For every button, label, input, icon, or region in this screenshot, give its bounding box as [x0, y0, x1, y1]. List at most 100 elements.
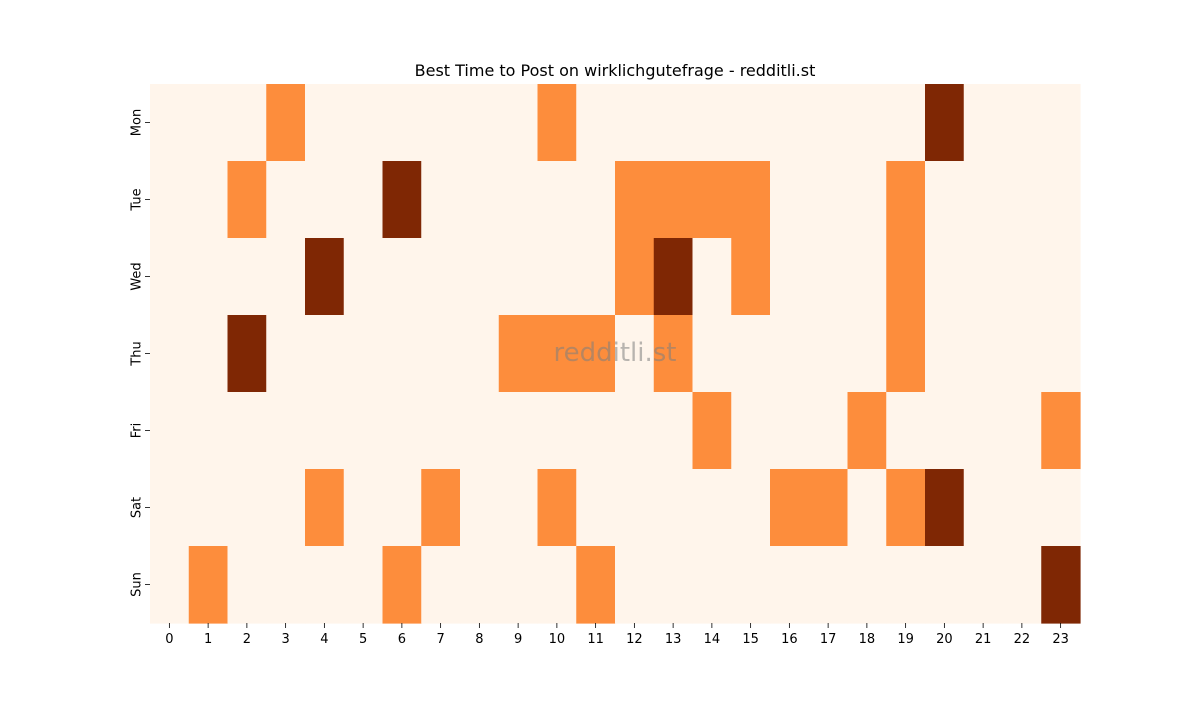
heatmap-cell-sun-1: [188, 546, 229, 624]
x-tick-label: 0: [165, 632, 173, 647]
heatmap-cell-fri-10: [537, 392, 577, 470]
heatmap-cell-mon-19: [886, 84, 926, 162]
heatmap-cell-mon-23: [1041, 84, 1081, 162]
heatmap-cell-fri-12: [615, 392, 655, 470]
heatmap-cell-mon-21: [963, 84, 1004, 162]
heatmap-cell-wed-3: [266, 238, 306, 316]
heatmap-cell-wed-20: [925, 238, 965, 316]
heatmap-cell-sun-0: [150, 546, 190, 624]
heatmap-cell-sat-17: [808, 469, 849, 547]
heatmap-cell-tue-20: [925, 161, 965, 239]
heatmap-cell-mon-2: [227, 84, 267, 162]
x-tick-label: 2: [243, 632, 251, 647]
heatmap-cell-fri-8: [460, 392, 500, 470]
heatmap-cell-mon-1: [188, 84, 229, 162]
heatmap-cell-fri-2: [227, 392, 267, 470]
heatmap-cell-thu-19: [886, 315, 926, 393]
heatmap-cell-wed-17: [808, 238, 849, 316]
heatmap-cell-sat-7: [421, 469, 461, 547]
heatmap-cell-sat-12: [615, 469, 655, 547]
heatmap-cell-wed-1: [188, 238, 229, 316]
heatmap-cell-sat-10: [537, 469, 577, 547]
heatmap-cell-sat-4: [305, 469, 345, 547]
y-tick-label: Thu: [130, 341, 145, 366]
heatmap-cell-wed-22: [1002, 238, 1042, 316]
heatmap-cell-mon-6: [382, 84, 422, 162]
heatmap-cell-mon-11: [576, 84, 616, 162]
heatmap-cell-sun-18: [847, 546, 887, 624]
heatmap-cell-sun-15: [731, 546, 771, 624]
heatmap-cell-sun-10: [537, 546, 577, 624]
heatmap-cell-sat-20: [925, 469, 965, 547]
heatmap-cell-thu-8: [460, 315, 500, 393]
heatmap-cell-fri-20: [925, 392, 965, 470]
heatmap-cell-sun-13: [653, 546, 694, 624]
heatmap-cell-tue-6: [382, 161, 422, 239]
x-tick-label: 10: [549, 632, 566, 647]
heatmap-cell-sun-20: [925, 546, 965, 624]
x-axis: 0 1 2 3 4 5 6 7 8 9 10 11 12 13 14 15 16 17 18 19 20 21 22 23: [165, 623, 1069, 647]
heatmap-cell-wed-13: [653, 238, 694, 316]
y-tick-label: Fri: [130, 423, 145, 439]
heatmap-cell-sat-1: [188, 469, 229, 547]
heatmap-cell-sun-16: [770, 546, 810, 624]
heatmap-cell-mon-5: [343, 84, 384, 162]
x-tick-label: 23: [1052, 632, 1069, 647]
heatmap-cell-fri-21: [963, 392, 1004, 470]
heatmap-cell-tue-0: [150, 161, 190, 239]
heatmap-cell-tue-8: [460, 161, 500, 239]
heatmap-cell-fri-22: [1002, 392, 1042, 470]
heatmap-cell-wed-11: [576, 238, 616, 316]
heatmap-cell-tue-12: [615, 161, 655, 239]
heatmap-cell-tue-18: [847, 161, 887, 239]
heatmap-cell-wed-14: [692, 238, 732, 316]
heatmap-cell-fri-11: [576, 392, 616, 470]
x-tick-label: 12: [626, 632, 643, 647]
heatmap-cell-thu-5: [343, 315, 384, 393]
x-tick-label: 21: [975, 632, 992, 647]
x-tick-label: 15: [742, 632, 759, 647]
heatmap-cell-wed-23: [1041, 238, 1081, 316]
heatmap-cell-wed-10: [537, 238, 577, 316]
heatmap-cell-tue-3: [266, 161, 306, 239]
y-tick-label: Sat: [130, 497, 145, 518]
heatmap-cell-mon-0: [150, 84, 190, 162]
x-tick-label: 5: [359, 632, 367, 647]
heatmap-cell-sun-4: [305, 546, 345, 624]
heatmap-cell-wed-7: [421, 238, 461, 316]
heatmap-cell-sat-8: [460, 469, 500, 547]
heatmap-cell-tue-21: [963, 161, 1004, 239]
heatmap-cell-tue-11: [576, 161, 616, 239]
heatmap-cells: [150, 84, 1081, 624]
heatmap-cell-tue-2: [227, 161, 267, 239]
x-tick-label: 14: [704, 632, 721, 647]
heatmap-cell-sat-0: [150, 469, 190, 547]
heatmap-cell-thu-7: [421, 315, 461, 393]
heatmap-cell-sat-14: [692, 469, 732, 547]
heatmap-cell-fri-7: [421, 392, 461, 470]
heatmap-cell-wed-16: [770, 238, 810, 316]
heatmap-cell-tue-7: [421, 161, 461, 239]
heatmap-cell-mon-22: [1002, 84, 1042, 162]
heatmap-cell-tue-19: [886, 161, 926, 239]
heatmap-cell-thu-9: [498, 315, 539, 393]
heatmap-cell-fri-23: [1041, 392, 1081, 470]
heatmap-cell-thu-6: [382, 315, 422, 393]
heatmap-cell-wed-18: [847, 238, 887, 316]
heatmap-cell-sat-6: [382, 469, 422, 547]
heatmap-cell-fri-5: [343, 392, 384, 470]
heatmap-cell-mon-17: [808, 84, 849, 162]
heatmap-cell-fri-0: [150, 392, 190, 470]
heatmap-cell-fri-6: [382, 392, 422, 470]
heatmap-cell-thu-23: [1041, 315, 1081, 393]
y-tick-label: Mon: [130, 109, 145, 136]
y-tick-label: Wed: [130, 262, 145, 290]
x-tick-label: 11: [587, 632, 604, 647]
heatmap-cell-sun-19: [886, 546, 926, 624]
heatmap-cell-thu-20: [925, 315, 965, 393]
heatmap-cell-mon-14: [692, 84, 732, 162]
heatmap-cell-wed-5: [343, 238, 384, 316]
heatmap-cell-fri-3: [266, 392, 306, 470]
heatmap-cell-tue-22: [1002, 161, 1042, 239]
